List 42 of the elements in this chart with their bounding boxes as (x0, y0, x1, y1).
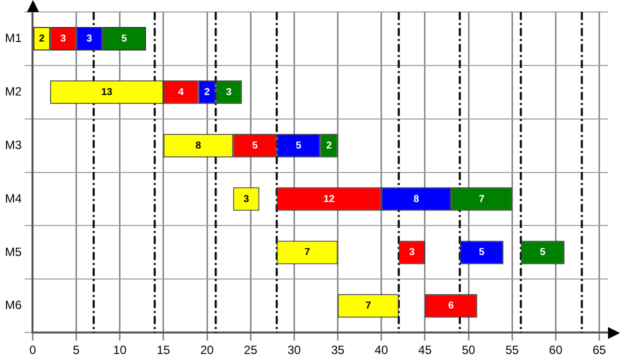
data-label: 8 (413, 194, 420, 205)
data-label: 3 (409, 247, 416, 258)
data-label: 5 (121, 33, 128, 44)
data-label: 3 (86, 33, 93, 44)
data-label: 4 (178, 86, 184, 98)
data-label: 2 (326, 140, 332, 152)
x-tick-label: 20 (200, 343, 214, 358)
x-tick-label: 25 (244, 343, 258, 358)
x-tick-label: 35 (331, 343, 345, 358)
x-tick-label: 40 (374, 343, 388, 358)
data-label: 3 (60, 33, 66, 44)
data-label: 6 (448, 300, 454, 312)
data-label: 5 (478, 247, 485, 258)
x-tick-label: 30 (288, 343, 302, 358)
data-label: 5 (252, 140, 258, 152)
x-tick-label: 10 (113, 343, 127, 358)
x-tick-label: 55 (505, 343, 520, 358)
x-tick-label: 15 (156, 343, 170, 358)
y-tick-label: M5 (5, 244, 22, 259)
y-tick-label: M6 (5, 298, 22, 312)
x-tick-label: 60 (549, 343, 563, 358)
x-tick-label: 50 (462, 343, 476, 358)
y-tick-label: M1 (5, 31, 22, 46)
data-label: 8 (196, 140, 202, 152)
y-tick-label: M4 (5, 191, 22, 206)
data-label: 12 (323, 194, 336, 205)
data-label: 7 (366, 300, 372, 312)
data-label: 7 (478, 194, 485, 205)
x-tick-label: 0 (29, 343, 36, 358)
x-tick-label: 5 (72, 343, 80, 358)
data-label: 13 (101, 86, 113, 98)
y-tick-label: M2 (5, 84, 22, 98)
x-tick-label: 45 (418, 343, 432, 358)
data-label: 3 (243, 194, 250, 205)
data-label: 2 (204, 86, 210, 98)
data-label: 2 (38, 33, 45, 44)
x-tick-label: 65 (592, 343, 606, 358)
data-label: 7 (304, 247, 310, 258)
data-label: 5 (296, 140, 302, 152)
data-label: 5 (540, 247, 546, 258)
y-tick-label: M3 (5, 138, 22, 152)
data-label: 3 (226, 86, 232, 98)
